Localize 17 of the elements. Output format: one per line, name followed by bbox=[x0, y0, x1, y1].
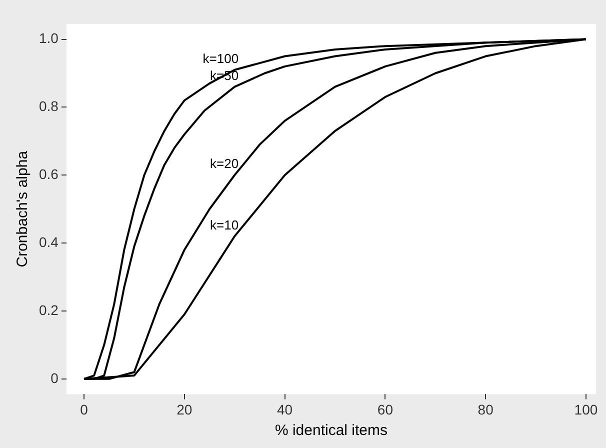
x-tick-label: 20 bbox=[176, 401, 192, 418]
series-label: k=100 bbox=[202, 50, 239, 66]
y-axis-title: Cronbach's alpha bbox=[14, 150, 32, 268]
y-tick-label: 0.8 bbox=[38, 98, 59, 114]
x-tick-label: 0 bbox=[80, 401, 88, 418]
x-tick-label: 40 bbox=[277, 401, 293, 418]
y-tick-label: 0.6 bbox=[38, 166, 59, 182]
series-label: k=20 bbox=[210, 156, 239, 172]
x-tick-label: 80 bbox=[478, 401, 494, 418]
y-tick-label: 1.0 bbox=[38, 30, 59, 46]
series-label: k=10 bbox=[210, 217, 239, 232]
y-tick-label: 0 bbox=[50, 370, 59, 386]
x-tick-label: 100 bbox=[574, 401, 598, 418]
y-tick-label: 0.2 bbox=[38, 302, 59, 318]
x-axis-title: % identical items bbox=[274, 422, 388, 440]
x-tick-label: 60 bbox=[377, 401, 394, 418]
y-tick-label: 0.4 bbox=[38, 234, 59, 250]
